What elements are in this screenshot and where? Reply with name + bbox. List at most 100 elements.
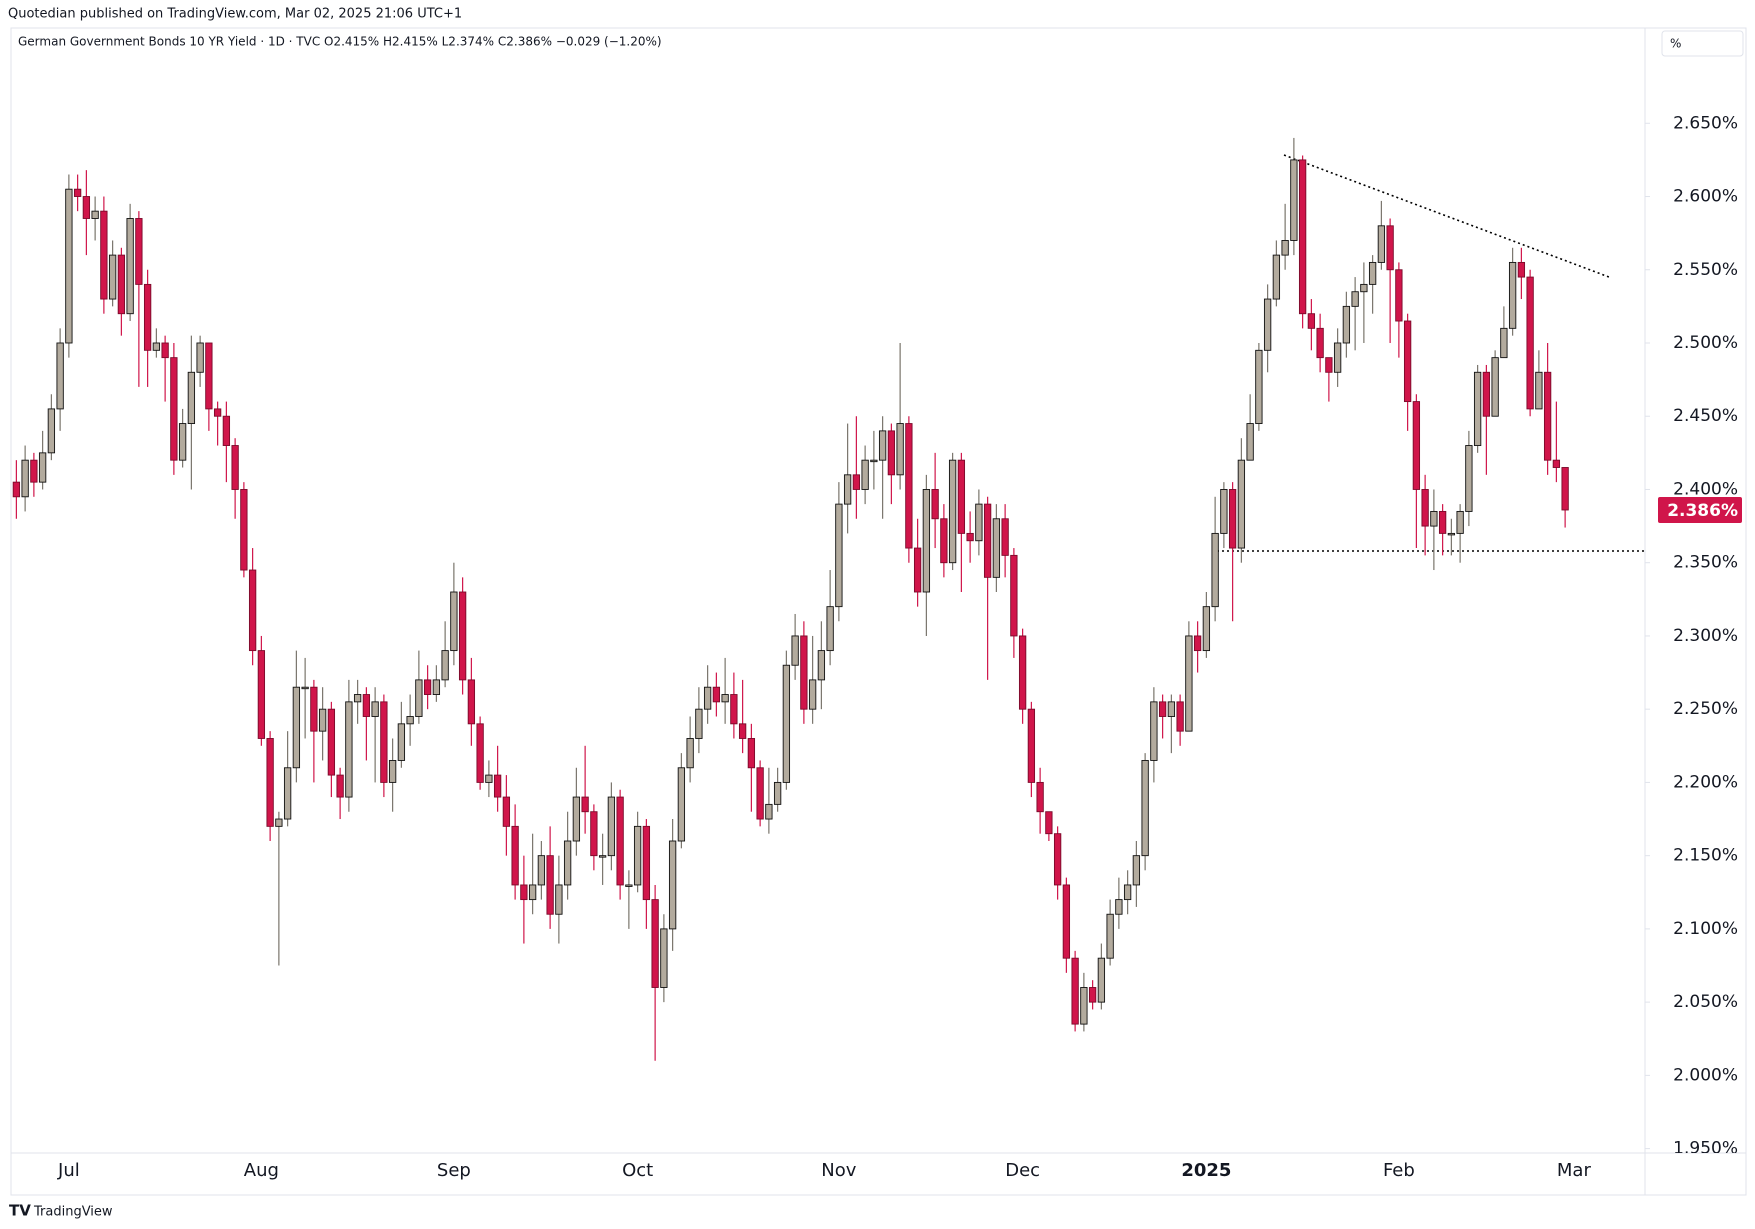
candle-body <box>738 723 747 739</box>
candle-body <box>703 686 712 710</box>
candle-body <box>1045 811 1053 835</box>
candle-body <box>1281 240 1289 256</box>
candle-body <box>240 489 248 571</box>
candle-body <box>1456 510 1464 534</box>
candle-body <box>1473 371 1482 446</box>
candle-body <box>887 430 896 476</box>
unit-box[interactable] <box>1661 30 1744 57</box>
candle-body <box>1482 371 1491 417</box>
candle-body <box>940 518 948 564</box>
candle-body <box>616 796 624 886</box>
candle-body <box>1263 298 1272 351</box>
candle-body <box>843 474 852 505</box>
candle-body <box>1115 899 1123 915</box>
candle-body <box>808 679 817 710</box>
price-axis: 1.950% 2.000% 2.050% 2.100% 2.150% 2.200% 2.25… <box>1645 113 1738 1153</box>
candle-body <box>441 650 449 681</box>
candle-body <box>1360 283 1368 293</box>
candle-body <box>1010 554 1018 637</box>
candle-body <box>511 825 519 886</box>
candle-body <box>1018 635 1027 710</box>
candle-body <box>423 679 432 695</box>
candle-body <box>642 825 651 901</box>
y-tick-label: 2.100% <box>1673 919 1738 939</box>
candle-body <box>56 342 64 410</box>
candle-body <box>1141 759 1149 857</box>
candle-body <box>1333 342 1342 373</box>
candle-body <box>1421 489 1429 527</box>
candle-body <box>73 188 82 197</box>
candle-body <box>292 686 301 769</box>
last-price-label: 2.386% <box>1667 501 1738 521</box>
candle-body <box>791 635 799 666</box>
candle-body <box>1071 957 1079 1025</box>
x-tick-label: Oct <box>622 1160 653 1181</box>
y-tick-label: 2.600% <box>1673 187 1738 207</box>
unit-label: % <box>1670 37 1681 51</box>
candle-body <box>660 928 668 988</box>
candle-body <box>1430 510 1438 527</box>
candle-body <box>117 254 126 315</box>
x-tick-label: Dec <box>1005 1160 1040 1181</box>
candle-body <box>327 708 336 776</box>
chart-frame <box>10 27 1747 1196</box>
candle-body <box>1447 532 1456 536</box>
last-price-tag <box>1658 496 1742 523</box>
candle-body <box>213 408 222 417</box>
candle-body <box>922 489 931 593</box>
candle-body <box>1211 532 1219 608</box>
candle-body <box>668 840 677 930</box>
candle-body <box>345 701 353 798</box>
candle-body <box>1167 701 1176 717</box>
candle-body <box>1062 884 1071 959</box>
candle-body <box>1088 987 1097 1003</box>
candle-body <box>196 342 204 373</box>
candle-body <box>380 701 388 783</box>
candle-body <box>1290 159 1298 241</box>
candle-body <box>546 855 554 915</box>
candle-body <box>371 701 379 717</box>
candle-body <box>817 650 826 681</box>
candle-body <box>695 708 703 739</box>
candle-body <box>1027 708 1036 783</box>
candle-body <box>1080 987 1088 1025</box>
candle-body <box>257 650 266 739</box>
candle-body <box>1150 701 1158 761</box>
x-tick-label: Sep <box>437 1160 471 1181</box>
candle-body <box>406 716 414 725</box>
candle-body <box>1438 510 1447 534</box>
candle-body <box>537 855 546 886</box>
candle-body <box>966 532 974 542</box>
candle-body <box>170 357 178 461</box>
y-tick-label: 2.000% <box>1673 1065 1738 1085</box>
candle-body <box>555 884 563 915</box>
candle-body <box>1508 261 1517 329</box>
candle-body <box>91 210 99 219</box>
candle-body <box>283 767 292 820</box>
candle-body <box>756 767 764 820</box>
candle-body <box>651 899 659 988</box>
candle-body <box>1535 371 1543 410</box>
candle-body <box>1526 276 1534 410</box>
candle-body <box>1377 225 1386 263</box>
candle-body <box>572 796 581 842</box>
candle-body <box>1036 781 1044 813</box>
candle-body <box>362 694 371 717</box>
candle-body <box>248 569 257 652</box>
candle-body <box>108 254 117 300</box>
candle-body <box>1097 957 1106 1003</box>
candle-body <box>677 767 686 842</box>
candle-body <box>1202 606 1211 652</box>
candle-body <box>1342 305 1351 344</box>
published-note: Quotedian published on TradingView.com, … <box>8 7 462 22</box>
candle-body <box>485 774 493 783</box>
candle-body <box>957 459 966 534</box>
candle-body <box>896 423 904 476</box>
candle-body <box>563 840 572 886</box>
y-tick-label: 2.450% <box>1673 406 1738 426</box>
candle-body <box>1386 225 1394 271</box>
candle-body <box>143 283 152 351</box>
candle-body <box>983 503 992 578</box>
